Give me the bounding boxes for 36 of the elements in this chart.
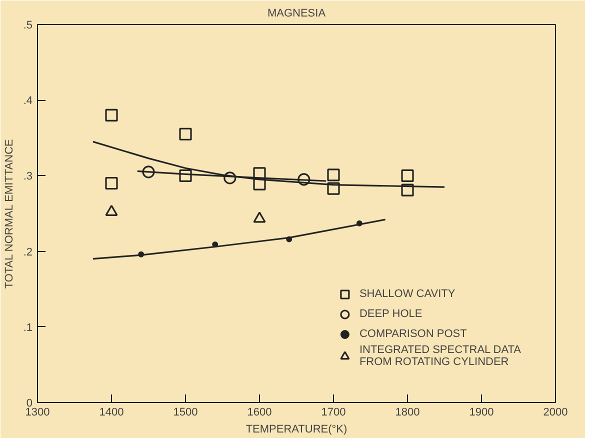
- x-tick-label: 1300: [25, 406, 50, 418]
- x-axis-title: TEMPERATURE(°K): [246, 424, 348, 436]
- point: [105, 108, 118, 122]
- x-tick-label: 1900: [469, 406, 494, 418]
- point: [179, 169, 192, 182]
- legend-label: SHALLOW CAVITY: [359, 287, 456, 301]
- chart-title: MAGNESIA: [267, 8, 326, 20]
- line-series: [92, 218, 386, 260]
- x-tick-label: 1500: [173, 406, 198, 418]
- point: [105, 176, 118, 190]
- x-tick-label: 2000: [543, 406, 568, 418]
- point: [401, 169, 414, 182]
- x-tick-label: 1700: [321, 406, 346, 418]
- point: [327, 168, 340, 182]
- y-tick-label: .3: [23, 170, 33, 183]
- point: [253, 178, 266, 190]
- point: [142, 166, 155, 178]
- y-tick-label: .1: [23, 322, 33, 334]
- legend-label: INTEGRATED SPECTRAL DATA FROM ROTATING CYLINDER: [359, 344, 521, 368]
- legend-label: DEEP HOLE: [359, 307, 422, 321]
- y-tick-label: 0: [26, 398, 33, 410]
- point: [327, 182, 340, 195]
- point: [253, 212, 266, 223]
- point: [401, 184, 414, 196]
- x-tick-label: 1800: [395, 406, 420, 418]
- y-tick-label: .2: [23, 246, 33, 258]
- point: [179, 128, 192, 140]
- point: [224, 172, 236, 184]
- point: [298, 173, 310, 186]
- legend-label: COMPARISON POST: [359, 327, 467, 341]
- y-tick-label: .4: [23, 95, 33, 108]
- point: [253, 167, 266, 180]
- x-tick-label: 1400: [99, 406, 124, 418]
- y-axis-title: TOTAL NORMAL EMITTANCE: [3, 139, 16, 289]
- y-tick-label: .5: [23, 20, 33, 32]
- x-tick-label: 1600: [247, 406, 272, 418]
